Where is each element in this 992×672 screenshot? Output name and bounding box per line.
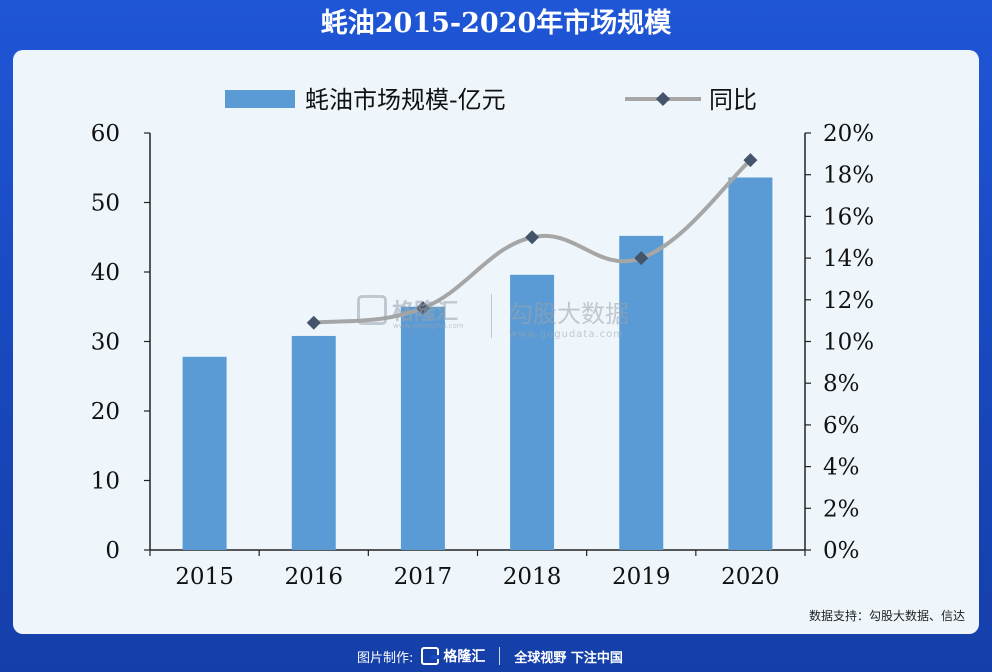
footer-logo-text: 格隆汇 xyxy=(443,649,486,665)
bar xyxy=(619,235,664,551)
x-tick-label: 2017 xyxy=(394,564,453,590)
y-right-tick-label: 6% xyxy=(823,413,860,439)
y-right-tick-label: 12% xyxy=(823,288,874,314)
footer-bar: 图片制作: 格隆汇 全球视野 下注中国 xyxy=(0,636,992,672)
watermark-gogudata: 勾股大数据 www.gogudata.com xyxy=(509,300,629,340)
combo-chart: 0 10 20 30 40 50 60 0% 2% 4% 6% 8% 10% 12% 14% 16% 18% 20… xyxy=(91,86,874,590)
footer-slogan: 全球视野 下注中国 xyxy=(514,650,623,666)
y-right-tick-label: 2% xyxy=(823,496,860,522)
y-left-tick-label: 20 xyxy=(91,399,120,425)
y-left-tick-label: 0 xyxy=(105,538,120,564)
x-tick-label: 2015 xyxy=(175,564,234,590)
watermark-divider xyxy=(491,294,492,338)
legend-marker-line xyxy=(656,92,670,106)
y-right-tick-label: 4% xyxy=(823,455,860,481)
legend-swatch-bar xyxy=(225,90,295,108)
footer-divider xyxy=(499,647,501,665)
yoy-marker xyxy=(634,251,649,266)
x-tick-label: 2016 xyxy=(284,564,343,590)
y-left-tick-label: 30 xyxy=(91,330,120,356)
logo-g-icon xyxy=(421,647,440,665)
x-tick-label: 2019 xyxy=(612,564,671,590)
y-right-tick-label: 18% xyxy=(823,163,874,189)
y-right-tick-label: 16% xyxy=(823,204,874,230)
legend-label-line: 同比 xyxy=(709,86,757,114)
chart-panel: 0 10 20 30 40 50 60 0% 2% 4% 6% 8% 10% 12% 14% 16% 18% 20… xyxy=(13,50,979,634)
bar xyxy=(510,274,555,550)
x-tick-label: 2018 xyxy=(503,564,562,590)
chart-title: 蚝油2015-2020年市场规模 xyxy=(320,8,672,39)
watermark-gelonghui: 格隆汇 www.gelonghui.com xyxy=(357,294,464,330)
x-tick-label: 2020 xyxy=(721,564,780,590)
yoy-marker xyxy=(525,230,540,245)
footer-made-by: 图片制作: xyxy=(357,650,414,666)
yoy-marker xyxy=(306,315,321,330)
bar xyxy=(728,177,773,550)
y-right-tick-label: 0% xyxy=(823,538,860,564)
y-right-tick-label: 10% xyxy=(823,330,874,356)
y-left-tick-label: 60 xyxy=(91,121,120,147)
y-left-tick-label: 10 xyxy=(91,469,120,495)
y-left-tick-label: 50 xyxy=(91,191,120,217)
bar xyxy=(291,335,336,550)
yoy-marker xyxy=(743,153,758,168)
y-left-tick-label: 40 xyxy=(91,260,120,286)
y-right-tick-label: 8% xyxy=(823,371,860,397)
legend-label-bar: 蚝油市场规模-亿元 xyxy=(305,86,506,114)
source-note: 数据支持：勾股大数据、信达 xyxy=(808,609,965,623)
y-right-tick-label: 20% xyxy=(823,121,874,147)
y-right-tick-label: 14% xyxy=(823,246,874,272)
footer-logo: 格隆汇 xyxy=(421,646,485,666)
bar xyxy=(182,356,227,550)
yoy-marker xyxy=(415,301,430,316)
bar xyxy=(400,306,445,550)
